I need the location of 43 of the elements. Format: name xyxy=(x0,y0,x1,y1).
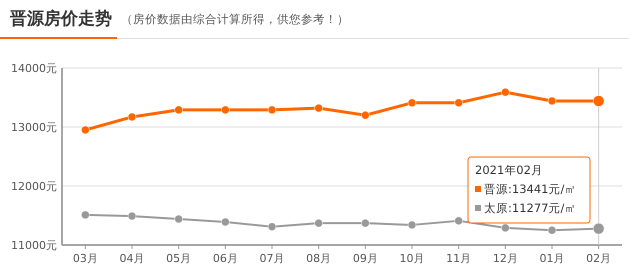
annotation: 太原:11277元/㎡ xyxy=(484,201,576,215)
x-tick-label: 08月 xyxy=(306,252,332,265)
y-tick-label: 11000元 xyxy=(11,239,57,252)
point xyxy=(128,212,136,220)
point xyxy=(454,98,463,108)
x-tick-label: 12月 xyxy=(492,252,518,265)
x-tick-label: 05月 xyxy=(166,252,192,265)
point xyxy=(314,104,323,112)
point xyxy=(268,222,276,231)
point xyxy=(548,96,556,106)
point xyxy=(548,226,556,234)
x-tick-label: 01月 xyxy=(540,252,564,265)
point xyxy=(81,126,90,134)
chart-title: 晋源房价走势 xyxy=(9,9,112,29)
x-tick-label: 04月 xyxy=(120,252,144,265)
x-tick-label: 07月 xyxy=(260,252,284,265)
annotation: 晋源:13441元/㎡ xyxy=(484,182,576,196)
y-tick-label: 14000元 xyxy=(11,62,57,75)
point xyxy=(501,224,510,232)
point xyxy=(81,210,90,220)
point xyxy=(128,112,136,122)
point xyxy=(221,218,230,226)
x-tick-label: 09月 xyxy=(352,252,378,265)
point xyxy=(501,88,510,96)
x-tick-label: 02月 xyxy=(586,252,612,265)
annotation: 2021年02月 xyxy=(475,163,543,177)
point xyxy=(268,106,276,114)
point xyxy=(408,98,416,108)
chart-subtitle: （房价数据由综合计算所得，供您参考！） xyxy=(121,12,349,26)
point xyxy=(314,218,323,228)
y-tick-label: 13000元 xyxy=(11,121,57,134)
x-tick-label: 11月 xyxy=(446,252,472,265)
x-tick-label: 10月 xyxy=(400,252,424,265)
point xyxy=(454,216,463,226)
point xyxy=(174,214,183,224)
x-tick-label: 03月 xyxy=(72,252,98,265)
point xyxy=(361,110,370,120)
x-tick-label: 06月 xyxy=(212,252,238,265)
point xyxy=(408,220,416,230)
point xyxy=(174,106,183,114)
point xyxy=(221,106,230,114)
y-tick-label: 12000元 xyxy=(11,180,57,193)
point xyxy=(361,218,370,228)
